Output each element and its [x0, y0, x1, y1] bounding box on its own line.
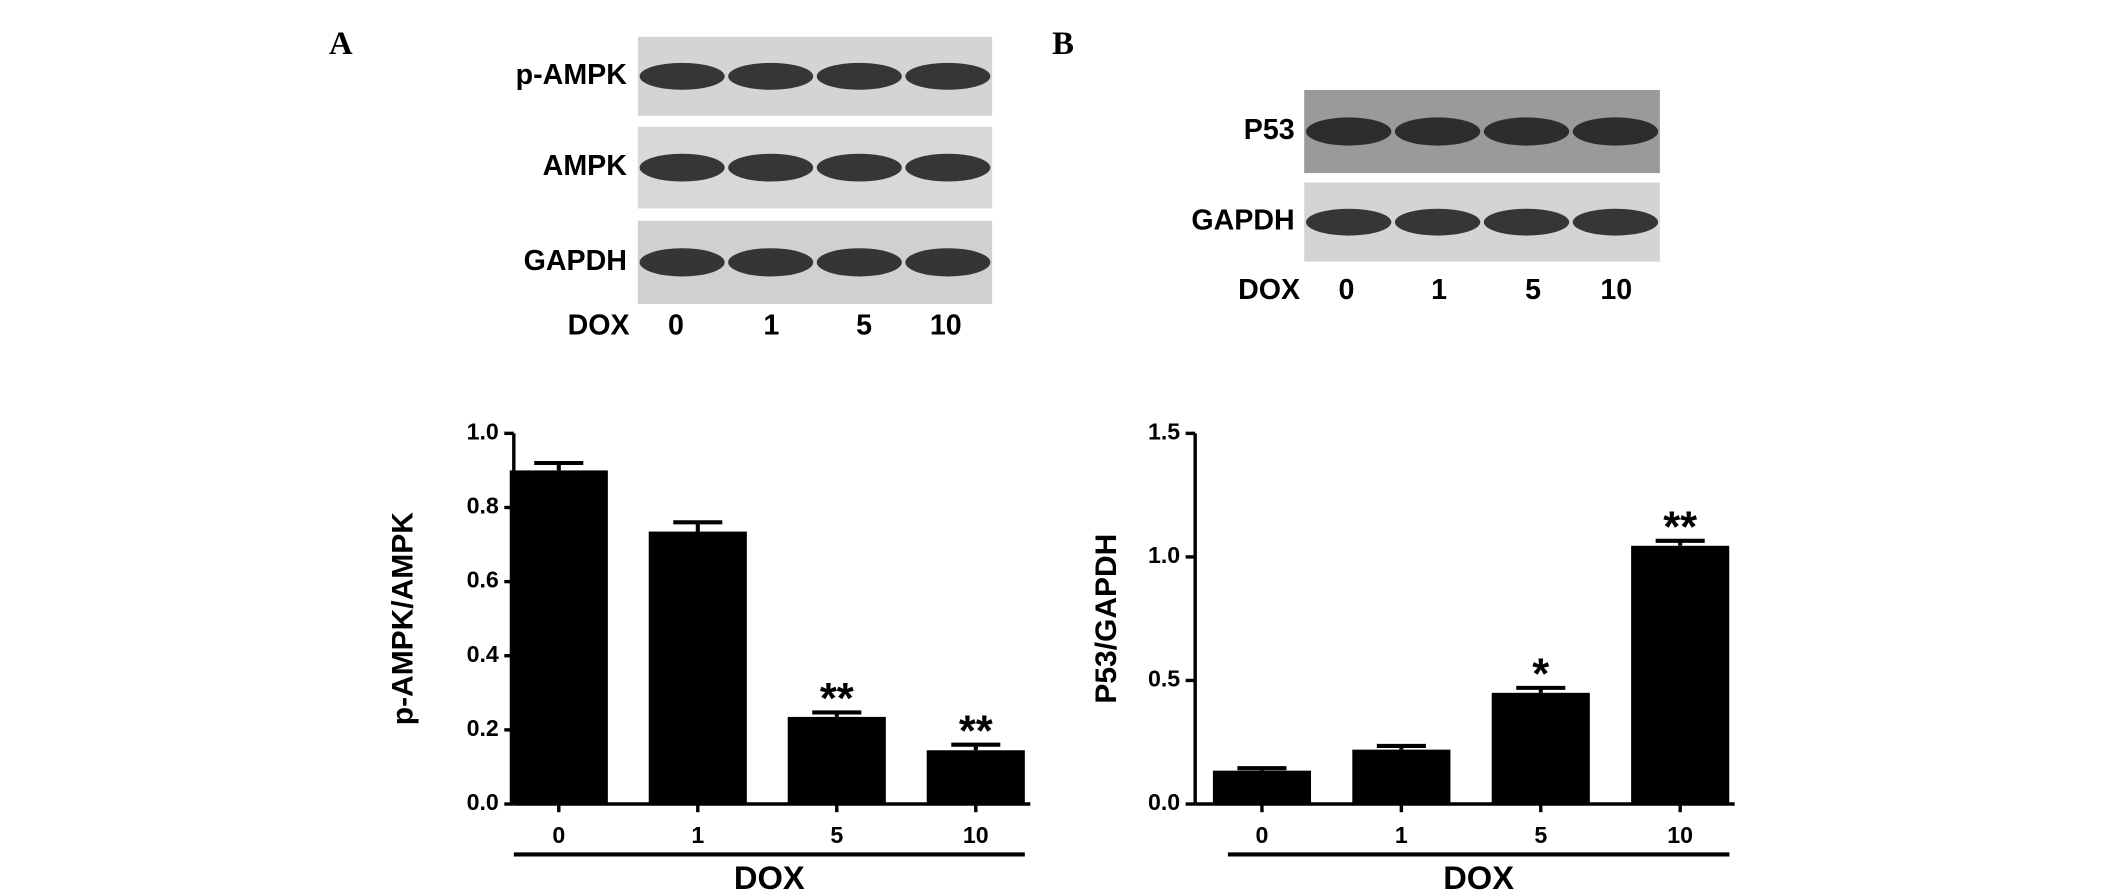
x-tick-label: 0 — [552, 822, 565, 848]
significance-label: ** — [1663, 503, 1697, 551]
x-axis-label: DOX — [1443, 859, 1514, 896]
x-tick-label: 1 — [1395, 822, 1408, 848]
blot-band — [639, 248, 725, 277]
blot-band — [728, 153, 814, 182]
blot-band — [1394, 117, 1481, 146]
blot-lane-title: DOX — [568, 310, 630, 342]
blot-band — [1305, 208, 1392, 236]
bar — [1212, 770, 1312, 805]
y-tick-label: 1.0 — [1148, 542, 1180, 568]
bar — [787, 716, 886, 805]
blot-lane-label: 10 — [930, 310, 962, 342]
error-bar — [951, 742, 1001, 751]
error-bar — [534, 460, 584, 471]
bar — [1631, 545, 1730, 805]
blot-lane-label: 1 — [763, 310, 779, 342]
y-tick-label: 1.5 — [1148, 418, 1180, 444]
bar — [1491, 692, 1590, 805]
blot-row-label: P53 — [1244, 114, 1295, 146]
blot-band — [1572, 117, 1659, 146]
blot-band — [816, 248, 902, 277]
error-bar — [1516, 685, 1566, 693]
panel-label: A — [329, 26, 353, 62]
error-bar — [812, 710, 862, 717]
y-tick-label: 0.0 — [467, 789, 499, 815]
y-axis-label: p-AMPK/AMPK — [387, 512, 420, 725]
blot-band — [816, 153, 902, 182]
bar — [926, 750, 1025, 805]
x-tick-label: 1 — [691, 822, 704, 848]
y-tick-label: 0.8 — [467, 493, 499, 519]
blot-band — [639, 153, 725, 182]
panel-label: B — [1052, 26, 1074, 62]
y-tick-label: 0.6 — [467, 567, 499, 593]
blot-lane-label: 0 — [668, 310, 684, 342]
y-tick-label: 1.0 — [467, 418, 499, 444]
significance-label: ** — [959, 707, 993, 755]
blot-lane-label: 10 — [1600, 274, 1632, 306]
blot-band — [1483, 117, 1570, 146]
y-tick-label: 0.2 — [467, 715, 499, 741]
blot-band — [1394, 208, 1481, 236]
significance-label: * — [1532, 650, 1549, 698]
blot-lane-label: 5 — [856, 310, 872, 342]
blot-band — [1305, 117, 1392, 146]
y-tick-label: 0.5 — [1148, 666, 1180, 692]
x-tick-label: 0 — [1256, 822, 1269, 848]
blot-band — [905, 248, 991, 277]
blot-band — [639, 62, 725, 90]
x-tick-label: 5 — [1534, 822, 1547, 848]
error-bar — [1376, 743, 1426, 750]
x-tick-label: 10 — [963, 822, 989, 848]
blot-row-label: p-AMPK — [516, 59, 628, 91]
y-tick-label: 0.4 — [467, 641, 499, 667]
blot-band — [905, 153, 991, 182]
x-tick-label: 10 — [1667, 822, 1693, 848]
error-bar — [673, 520, 723, 532]
blot-row-label: GAPDH — [524, 245, 627, 277]
blot-band — [728, 62, 814, 90]
x-axis-label: DOX — [734, 859, 805, 896]
blot-band — [1483, 208, 1570, 236]
x-tick-label: 5 — [830, 822, 843, 848]
y-axis-label: P53/GAPDH — [1090, 534, 1123, 704]
error-bar — [1655, 538, 1705, 546]
blot-row-label: GAPDH — [1191, 205, 1294, 237]
blot-lane-label: 5 — [1525, 274, 1541, 306]
error-bar — [1237, 766, 1287, 771]
bar — [1352, 749, 1451, 805]
significance-label: ** — [820, 675, 854, 723]
blot-band — [728, 248, 814, 277]
bar — [509, 470, 608, 805]
blot-lane-title: DOX — [1238, 274, 1300, 306]
bar — [648, 531, 747, 805]
blot-lane-label: 1 — [1431, 274, 1447, 306]
blot-lane-label: 0 — [1338, 274, 1354, 306]
blot-band — [1572, 208, 1659, 236]
y-tick-label: 0.0 — [1148, 789, 1180, 815]
blot-band — [816, 62, 902, 90]
blot-band — [905, 62, 991, 90]
blot-row-label: AMPK — [543, 150, 628, 182]
